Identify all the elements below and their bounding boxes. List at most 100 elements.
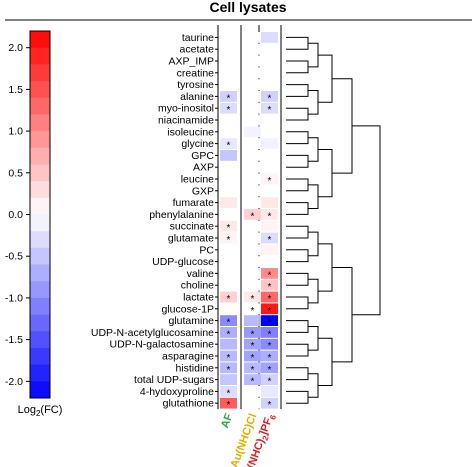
row-dendrogram xyxy=(286,36,381,404)
heatmap-cell xyxy=(220,150,237,161)
heatmap-cell xyxy=(261,256,278,267)
row-label: succinate xyxy=(170,221,215,233)
heatmap-cell xyxy=(220,291,237,303)
significance-marker: * xyxy=(251,353,255,364)
significance-marker: * xyxy=(251,341,255,352)
colorbar-segment xyxy=(30,164,50,182)
row-label: choline xyxy=(181,280,214,292)
heatmap-cell xyxy=(261,150,278,161)
row-label: acetate xyxy=(180,44,215,56)
heatmap-cell xyxy=(261,244,278,256)
significance-marker: * xyxy=(227,318,231,329)
dendrogram-branch xyxy=(288,178,309,192)
dendrogram-branch xyxy=(288,225,309,239)
significance-marker: * xyxy=(251,365,255,376)
dendrogram-branch xyxy=(318,337,333,386)
heatmap-cell xyxy=(220,256,237,267)
heatmap-cell xyxy=(261,43,278,55)
dendrogram-branch xyxy=(308,42,319,68)
heatmap-cell xyxy=(244,327,261,338)
heatmap-cell xyxy=(261,173,278,185)
significance-marker: * xyxy=(227,105,231,116)
row-label: PC xyxy=(199,244,214,256)
heatmap-cell xyxy=(261,138,278,149)
significance-marker: * xyxy=(268,353,272,364)
colorbar-tick-label: 2.0 xyxy=(8,42,23,54)
dendrogram-branch xyxy=(308,278,319,304)
significance-marker: * xyxy=(268,365,272,376)
column-label: AF xyxy=(219,412,235,430)
row-label: glutamate xyxy=(168,233,214,245)
row-label: taurine xyxy=(182,32,214,44)
heatmap-cell xyxy=(220,303,237,315)
row-label: GXP xyxy=(192,185,214,197)
heatmap-cell xyxy=(261,374,278,385)
dendrogram-branch xyxy=(332,78,353,174)
heatmap-cell xyxy=(244,43,261,55)
significance-marker: * xyxy=(251,211,255,222)
heatmap-cell xyxy=(220,350,237,362)
row-label: phenylalanine xyxy=(149,209,214,221)
colorbar-title: Log2(FC) xyxy=(18,404,63,418)
row-label: isoleucine xyxy=(167,126,214,138)
colorbar-segment xyxy=(30,231,50,249)
row-label: histidine xyxy=(175,362,214,374)
dendrogram-branch xyxy=(308,326,319,351)
significance-marker: * xyxy=(251,329,255,340)
colorbar-segment xyxy=(30,314,50,332)
colorbar-tick-label: -0.5 xyxy=(5,251,23,263)
colorbar-segment xyxy=(30,64,50,82)
colorbar-tick-label: 1.0 xyxy=(8,126,23,138)
significance-marker: * xyxy=(268,282,272,293)
heatmap-cell xyxy=(220,173,237,185)
heatmap-cell xyxy=(261,161,278,173)
heatmap-cell xyxy=(244,220,261,232)
heatmap-cell xyxy=(220,91,237,102)
row-label: AXP xyxy=(193,162,214,174)
heatmap-cell xyxy=(220,32,237,43)
heatmap-cell xyxy=(244,244,261,256)
heatmap-cell xyxy=(261,197,278,208)
row-label: lactate xyxy=(183,292,214,304)
row-label: UDP-N-acetylglucosamine xyxy=(91,327,214,339)
significance-marker: * xyxy=(268,105,272,116)
heatmap-cell xyxy=(261,220,278,232)
heatmap-cell xyxy=(220,327,237,338)
heatmap-cell xyxy=(261,338,278,350)
heatmap-cell xyxy=(220,386,237,397)
heatmap-cell xyxy=(220,43,237,55)
heatmap-cell xyxy=(220,268,237,279)
row-label: UDP-N-galactosamine xyxy=(110,339,215,351)
row-label: total UDP-sugars xyxy=(134,374,214,386)
heatmap-cell xyxy=(220,209,237,220)
row-label: valine xyxy=(187,268,215,280)
colorbar-segment xyxy=(30,81,50,99)
heatmap-cell xyxy=(261,268,278,279)
row-label: glucose-1P xyxy=(161,303,214,315)
heatmap-cell xyxy=(244,173,261,185)
row-label: UDP-glucose xyxy=(152,256,214,268)
colorbar-tick-label: 1.5 xyxy=(8,84,23,96)
heatmap-cell xyxy=(261,185,278,197)
significance-marker: * xyxy=(227,141,231,152)
colorbar-segment xyxy=(30,181,50,199)
significance-marker: * xyxy=(268,306,272,317)
row-label: tyrosine xyxy=(177,79,214,91)
heatmap-cell xyxy=(244,232,261,244)
dendrogram-branch xyxy=(288,60,309,74)
heatmap-cell xyxy=(220,102,237,114)
heatmap-cell xyxy=(261,126,278,138)
heatmap-cell xyxy=(244,279,261,291)
significance-marker: * xyxy=(227,400,231,411)
dendrogram-branch xyxy=(288,36,309,50)
significance-marker: * xyxy=(227,365,231,376)
heatmap-cell xyxy=(261,303,278,315)
heatmap-cell xyxy=(244,150,261,161)
row-label: alanine xyxy=(180,91,214,103)
colorbar-tick-label: -1.5 xyxy=(5,334,23,346)
heatmap-cell xyxy=(220,55,237,67)
dendrogram-branch xyxy=(332,267,353,363)
heatmap-cell xyxy=(220,279,237,291)
heatmap-cell xyxy=(220,244,237,256)
row-label: glutamine xyxy=(168,315,214,327)
